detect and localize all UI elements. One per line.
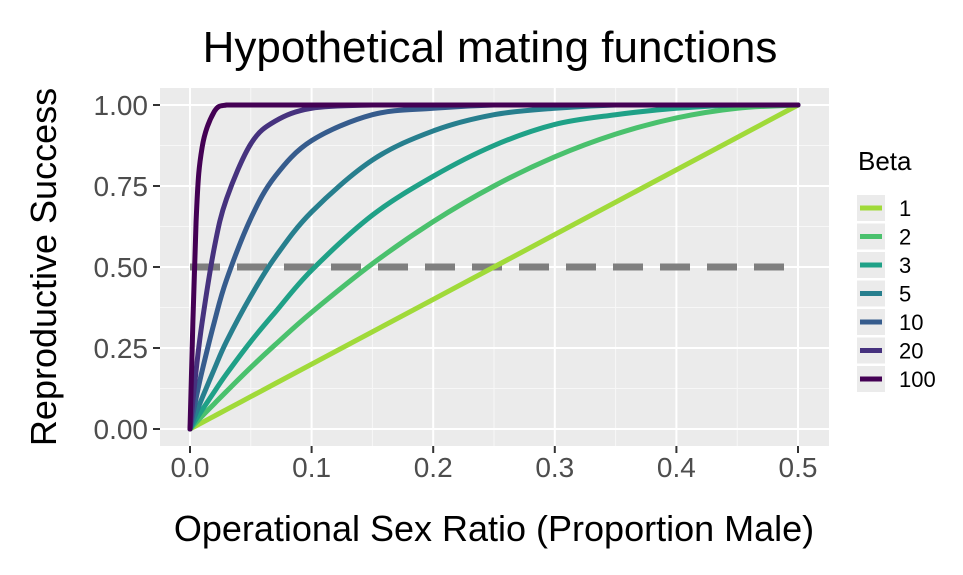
chart-title: Hypothetical mating functions (203, 23, 778, 72)
legend-label-beta-3: 3 (899, 253, 911, 278)
x-tick-label: 0.0 (171, 452, 210, 483)
legend-label-beta-10: 10 (899, 310, 923, 335)
legend-label-beta-2: 2 (899, 225, 911, 250)
y-tick-label: 0.25 (94, 333, 149, 364)
x-tick-label: 0.4 (657, 452, 696, 483)
legend-items: 1 2 3 5 10 20 100 (857, 195, 936, 392)
legend-label-beta-5: 5 (899, 282, 911, 307)
series-line-beta-1 (187, 102, 801, 432)
y-tick-label: 0.75 (94, 171, 149, 202)
x-tick-label: 0.1 (292, 452, 331, 483)
x-axis-ticks: 0.0 0.1 0.2 0.3 0.4 0.5 (171, 446, 818, 483)
series-line-beta-2 (187, 102, 801, 432)
legend-title: Beta (858, 146, 912, 176)
y-axis-ticks: 0.00 0.25 0.50 0.75 1.00 (94, 90, 160, 445)
x-tick-label: 0.3 (535, 452, 574, 483)
series-lines (187, 102, 801, 432)
x-tick-label: 0.5 (779, 452, 818, 483)
y-tick-label: 0.50 (94, 252, 149, 283)
series-line-beta-100 (187, 102, 801, 432)
legend-label-beta-20: 20 (899, 339, 923, 364)
x-tick-label: 0.2 (414, 452, 453, 483)
x-axis-title: Operational Sex Ratio (Proportion Male) (174, 508, 814, 549)
legend: Beta 1 2 3 5 10 20 100 (857, 146, 936, 392)
legend-label-beta-1: 1 (899, 196, 911, 221)
y-axis-title: Reproductive Success (23, 88, 64, 446)
y-tick-label: 1.00 (94, 90, 149, 121)
legend-label-beta-100: 100 (899, 367, 936, 392)
series-line-beta-3 (187, 102, 801, 432)
y-tick-label: 0.00 (94, 414, 149, 445)
